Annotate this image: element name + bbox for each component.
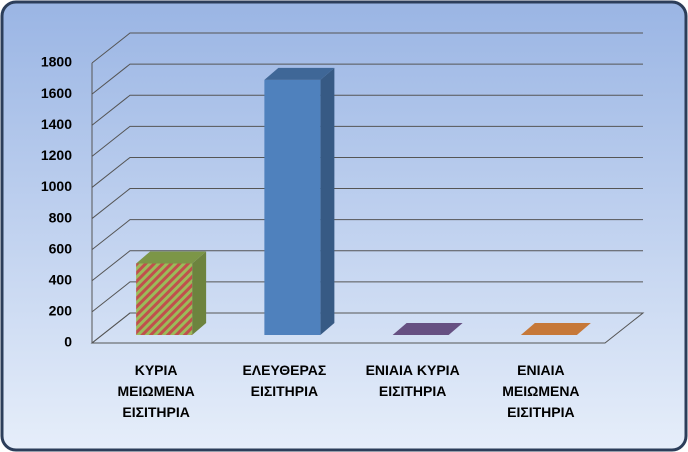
y-tick-label: 1200 [41,147,72,163]
y-tick-label: 800 [49,209,73,225]
y-tick-label: 0 [64,334,72,350]
bar [136,263,193,335]
bar [264,79,321,335]
y-tick-label: 1400 [41,116,72,132]
bar-top [264,67,335,80]
y-tick-label: 600 [49,240,73,256]
grid-line [91,188,643,219]
y-tick-label: 200 [49,303,73,319]
y-tick-label: 400 [49,271,73,287]
grid-line [91,281,643,313]
grid-line [91,125,643,157]
x-tick-label: ΕΝΙΑΙΑ ΜΕΙΩΜΕΝΑ ΕΙΣΙΤΗΡΙΑ [502,362,580,420]
grid-line [91,312,643,344]
grid-line [91,250,643,282]
bar-top [392,323,463,335]
y-tick-label: 1000 [41,178,72,194]
x-tick-label: ΕΝΙΑΙΑ ΚΥΡΙΑ ΕΙΣΙΤΗΡΙΑ [365,362,460,399]
grid-line [91,94,643,126]
grid-line [91,156,643,188]
bar-side [320,67,335,335]
x-tick-label: ΕΛΕΥΘΕΡΑΣ ΕΙΣΙΤΗΡΙΑ [242,362,327,399]
grid-line [91,63,643,95]
bar-side [192,251,207,335]
bar-top [520,323,591,335]
grid-line [91,219,643,251]
grid-line [91,32,643,64]
bar-top [136,251,207,264]
y-tick-label: 1800 [41,54,72,70]
x-tick-label: ΚΥΡΙΑ ΜΕΙΩΜΕΝΑ ΕΙΣΙΤΗΡΙΑ [117,362,195,420]
y-tick-label: 1600 [41,85,72,101]
